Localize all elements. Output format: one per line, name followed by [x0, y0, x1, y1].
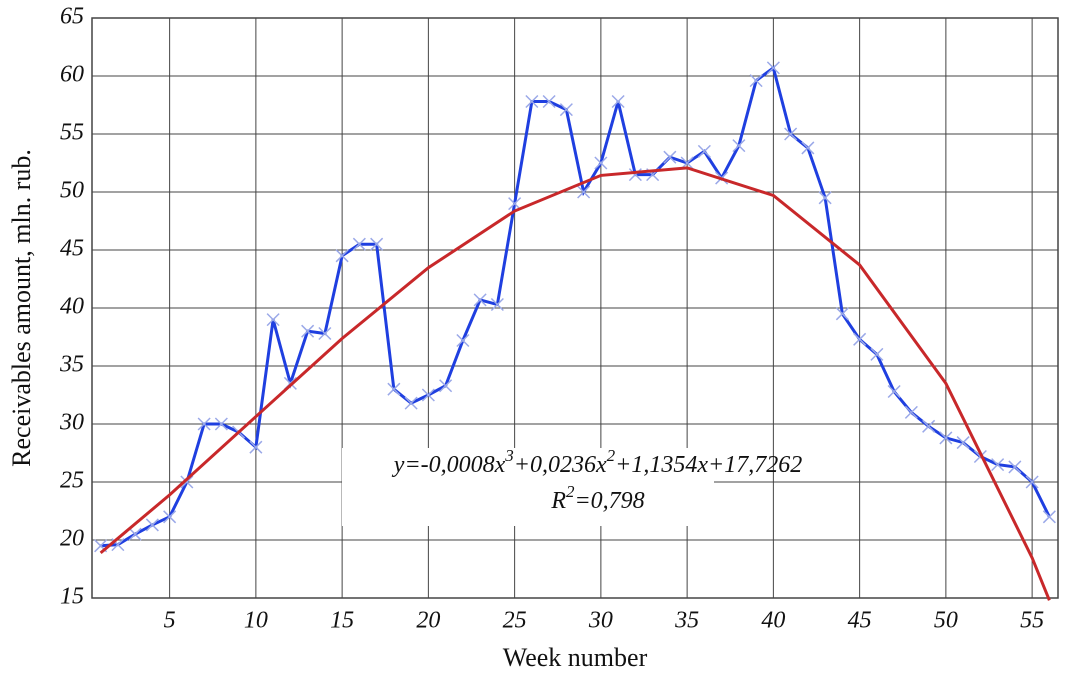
point-marker — [1025, 475, 1039, 489]
x-tick-label: 30 — [588, 608, 613, 634]
point-marker — [508, 197, 522, 211]
point-marker — [335, 249, 349, 263]
point-marker — [577, 185, 591, 199]
trend-equation-part: +1,1354x+17,7262 — [615, 452, 802, 478]
x-tick-label: 5 — [164, 608, 176, 634]
point-marker — [145, 518, 159, 532]
point-marker — [663, 150, 677, 164]
trend-equation-part: y=-0,0008x — [392, 452, 506, 478]
point-marker — [956, 436, 970, 450]
y-tick-label: 20 — [60, 526, 84, 552]
series-line — [100, 65, 1051, 548]
point-marker — [490, 297, 504, 312]
x-tick-label: 55 — [1020, 608, 1044, 634]
trend-equation: y=-0,0008x3+0,0236x2+1,1354x+17,7262 — [392, 446, 802, 478]
x-tick-label: 50 — [934, 608, 958, 634]
y-tick-label: 30 — [59, 410, 84, 436]
point-marker — [266, 313, 280, 327]
point-marker — [180, 475, 194, 489]
point-marker — [456, 333, 470, 348]
y-axis-label: Receivables amount, mln. rub. — [7, 149, 36, 467]
y-tick-label: 15 — [60, 584, 84, 610]
point-marker — [870, 347, 884, 361]
point-marker — [525, 94, 539, 109]
point-marker — [214, 417, 228, 431]
point-marker — [473, 293, 487, 307]
y-tick-label: 45 — [60, 236, 84, 262]
point-marker — [853, 332, 867, 346]
y-tick-label: 60 — [60, 62, 84, 88]
x-tick-label: 35 — [674, 608, 699, 634]
series-line — [99, 166, 1051, 601]
point-marker — [404, 396, 418, 410]
y-tick-label: 40 — [60, 294, 84, 320]
point-marker — [904, 405, 918, 419]
point-marker — [594, 156, 608, 170]
equation-background — [342, 448, 714, 526]
point-marker — [249, 440, 263, 454]
point-marker — [611, 94, 625, 109]
y-tick-label: 65 — [60, 4, 84, 30]
point-marker — [991, 458, 1005, 472]
point-marker — [318, 326, 332, 341]
x-tick-label: 15 — [330, 608, 354, 634]
point-marker — [887, 384, 901, 399]
point-marker — [559, 103, 573, 117]
y-tick-label: 35 — [59, 352, 84, 378]
x-tick-label: 25 — [503, 608, 527, 634]
r-squared-part: 2 — [566, 482, 575, 501]
point-marker — [542, 94, 556, 109]
point-marker — [922, 419, 936, 433]
point-marker — [1042, 510, 1056, 524]
trend-equation-part: +0,0236x — [514, 452, 607, 478]
r-squared-part: R — [550, 488, 566, 514]
point-marker — [387, 382, 401, 396]
point-marker — [128, 527, 142, 541]
point-marker — [835, 307, 849, 321]
y-tick-label: 25 — [60, 468, 84, 494]
point-marker — [801, 141, 815, 155]
y-tick-label: 55 — [60, 120, 84, 146]
r-squared: R2=0,798 — [550, 482, 644, 514]
point-marker — [697, 144, 711, 158]
point-marker — [370, 237, 384, 251]
point-marker — [939, 431, 953, 445]
trend-equation-part: 3 — [504, 446, 514, 465]
point-marker — [301, 324, 315, 338]
x-axis-label: Week number — [503, 643, 648, 672]
point-marker — [1008, 460, 1022, 474]
point-marker — [439, 379, 453, 393]
point-marker — [163, 510, 177, 524]
r-squared-part: =0,798 — [574, 488, 644, 514]
trend-equation-part: 2 — [607, 446, 616, 465]
x-tick-label: 40 — [761, 608, 785, 634]
point-marker — [732, 139, 746, 153]
point-marker — [352, 237, 366, 251]
y-tick-label: 50 — [60, 178, 84, 204]
x-tick-label: 20 — [416, 608, 440, 634]
point-marker — [197, 417, 211, 431]
x-tick-label: 10 — [244, 608, 268, 634]
point-marker — [784, 127, 798, 141]
x-tick-label: 45 — [848, 608, 872, 634]
point-marker — [818, 191, 832, 205]
point-marker — [766, 61, 780, 75]
point-marker — [749, 74, 763, 88]
plot-frame — [91, 17, 1059, 599]
point-marker — [421, 388, 435, 402]
